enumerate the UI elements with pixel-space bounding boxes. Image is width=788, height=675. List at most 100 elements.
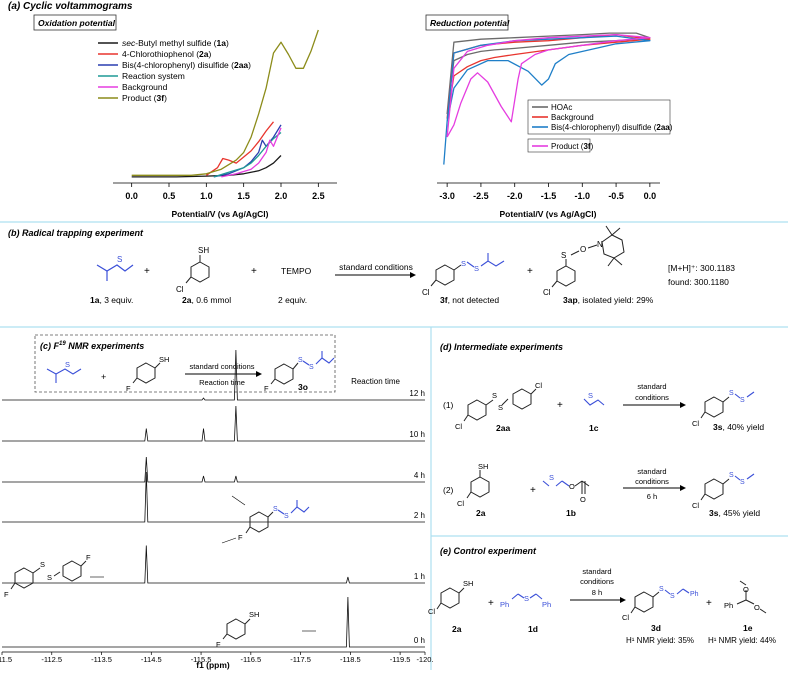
label-3ap: 3ap, isolated yield: 29% — [563, 295, 654, 305]
atom-sh-c: SH — [159, 355, 169, 364]
legend-entry: Product (3f) — [122, 93, 167, 103]
atom-s-1a: S — [117, 255, 122, 264]
atom-s2-3o: S — [309, 364, 314, 371]
atom-s2-3f: S — [474, 264, 479, 273]
atom-o2-1e: O — [754, 603, 760, 612]
cond-d2-a: standard — [637, 467, 666, 476]
arrowhead-b — [410, 272, 416, 278]
plus-d-1: + — [557, 400, 563, 411]
x-tick-label: -0.5 — [608, 191, 624, 201]
label-1e: 1e — [743, 623, 753, 633]
oxidation-chart: Oxidation potential 0.0 0.5 1.0 1.5 2.0 2.5 P… — [33, 14, 337, 219]
x-tick-label: -2.0 — [507, 191, 523, 201]
section-b-title: (b) Radical trapping experiment — [8, 228, 144, 238]
atom-cl-2a-e: Cl — [428, 607, 435, 616]
nmr-tick-label: -113.5 — [91, 655, 112, 664]
legend-entry: Background — [122, 82, 168, 92]
section-e-title: (e) Control experiment — [440, 546, 537, 556]
label-1a: 1a, 3 equiv. — [90, 295, 133, 305]
label-2aa: 2aa — [496, 423, 510, 433]
nmr-trace-label: 4 h — [414, 471, 425, 480]
series-line — [221, 127, 282, 178]
cond-d1-a: standard — [637, 382, 666, 391]
atom-o1-1e: O — [743, 585, 749, 594]
nmr-tick-label: -120. — [416, 655, 433, 664]
cond-d2-c: 6 h — [647, 492, 657, 501]
section-c-title: (c) F19 NMR experiments — [40, 341, 144, 351]
oxidation-series-group — [131, 29, 319, 178]
nmr-trace-label: 1 h — [414, 572, 425, 581]
atom-ph1-1d: Ph — [500, 600, 509, 609]
ms-calc: [M+H]⁺: 300.1183 — [668, 263, 735, 273]
atom-s1-3d: S — [659, 586, 664, 593]
atom-f1-ds: F — [4, 590, 9, 599]
legend-entry: 4-Chlorothiophenol (2a) — [122, 49, 212, 59]
nmr-tick-label: -117.5 — [290, 655, 311, 664]
atom-f2-ds: F — [86, 553, 91, 562]
nmr-tick-label: -118.5 — [340, 655, 361, 664]
plus-b-1: + — [144, 266, 150, 277]
entry-1: (1) — [443, 400, 454, 410]
reduction-ticks: -3.0 -2.5 -2.0 -1.5 -1.0 -0.5 0.0 — [439, 183, 656, 201]
nmr-x-label: f1 (ppm) — [196, 660, 230, 670]
cond-e-c: 8 h — [592, 588, 602, 597]
atom-ph-3d: Ph — [690, 591, 699, 598]
atom-cl2-2aa: Cl — [535, 381, 542, 390]
atom-s-1d: S — [524, 594, 529, 603]
nmr-trace — [2, 456, 425, 483]
atom-s-1c: S — [588, 391, 593, 400]
legend-entry: Bis(4-chlorophenyl) disulfide (2aa) — [122, 60, 251, 70]
tempo-equiv: 2 equiv. — [278, 295, 307, 305]
molecule-3ap — [551, 225, 625, 288]
oxidation-title-box — [33, 14, 117, 31]
x-tick-label: 0.0 — [644, 191, 657, 201]
nmr-trace — [2, 545, 425, 584]
atom-f-c: F — [126, 384, 131, 393]
label-1c: 1c — [589, 423, 599, 433]
nmr-tick-label: -111.5 — [0, 655, 12, 664]
oxidation-title: Oxidation potential — [38, 18, 116, 28]
nmr-trace — [2, 471, 425, 523]
series-line — [131, 29, 319, 176]
atom-cl-3s: Cl — [692, 419, 699, 428]
plus-e-1: + — [488, 598, 494, 609]
atom-f-3o: F — [264, 384, 269, 393]
section-d-title: (d) Intermediate experiments — [440, 342, 563, 352]
nmr-trace-labels: 12 h 10 h 4 h 2 h 1 h 0 h — [409, 389, 425, 645]
scheme-c-box — [34, 334, 336, 393]
label-2a-d: 2a — [476, 508, 486, 518]
atom-s2-3d: S — [670, 593, 675, 600]
atom-s1-3s-2: S — [729, 472, 734, 479]
atom-s-1b: S — [549, 473, 554, 482]
nmr-tick-label: -114.5 — [141, 655, 162, 664]
reaction-time-header: Reaction time — [351, 377, 400, 386]
label-3s-1: 3s, 40% yield — [713, 422, 764, 432]
label-1d: 1d — [528, 624, 538, 634]
legend-entry: Product (3f) — [551, 142, 594, 151]
ms-found: found: 300.1180 — [668, 277, 729, 287]
atom-o-3ap: O — [580, 245, 586, 254]
reduction-x-label: Potential/V (vs Ag/AgCl) — [500, 209, 597, 219]
molecule-2a — [185, 255, 210, 284]
label-1b: 1b — [566, 508, 576, 518]
atom-s-3ap: S — [561, 251, 566, 260]
arrowhead-e — [620, 597, 626, 603]
molecule-3f — [430, 264, 462, 287]
atom-cl-3ap: Cl — [543, 288, 551, 297]
x-tick-label: 2.5 — [312, 191, 325, 201]
reduction-chart: Reduction potential -3.0 -2.5 -2.0 -1.5 -1.0… — [425, 14, 673, 219]
x-tick-label: 2.0 — [275, 191, 288, 201]
atom-sh-2a-e: SH — [463, 579, 473, 588]
reduction-series-group — [443, 32, 651, 165]
atom-o2-1b: O — [580, 495, 586, 504]
oxidation-legend: sec-Butyl methyl sulfide (1a)4-Chlorothi… — [98, 38, 251, 103]
label-3s-2: 3s, 45% yield — [709, 508, 760, 518]
atom-sh-inset: SH — [249, 610, 259, 619]
inset-pointer-2 — [221, 537, 237, 544]
legend-entry: HOAc — [551, 103, 572, 112]
legend-entry: Reaction system — [122, 71, 185, 81]
atom-cl-3s-2: Cl — [692, 501, 699, 510]
label-3o: 3o — [298, 382, 308, 392]
atom-cl-3d: Cl — [622, 613, 629, 622]
